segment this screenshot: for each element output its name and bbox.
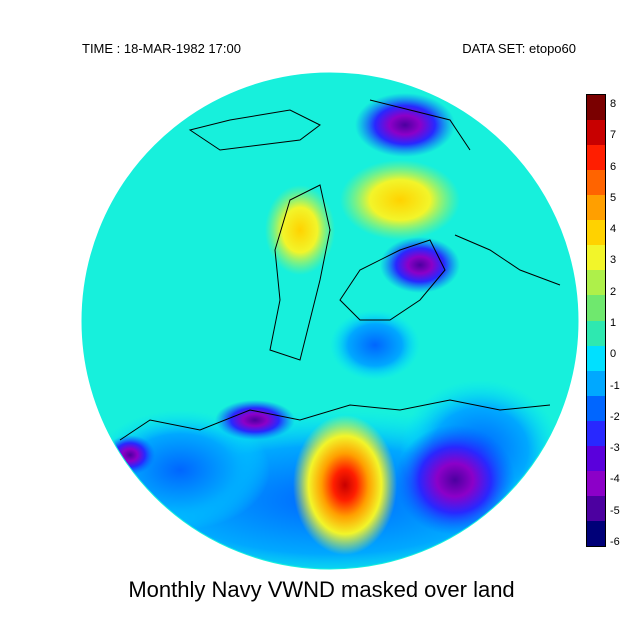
colorbar-tick-label: 1 <box>610 317 617 329</box>
colorbar-tick-label: -6 <box>610 536 620 548</box>
colorbar-band <box>587 470 605 497</box>
field-positive-pacific <box>293 415 397 555</box>
field-negative-greenland-sea <box>380 237 460 293</box>
map-border <box>81 72 579 570</box>
colorbar-band <box>587 170 605 196</box>
field-positive-atlantic <box>340 160 460 240</box>
colorbar-tick-label: -1 <box>610 379 620 392</box>
field-positive-europe <box>265 185 335 275</box>
colorbar-tick-label: 6 <box>610 160 617 173</box>
colorbar-band <box>587 520 605 547</box>
colorbar-tick-label: -2 <box>610 410 620 423</box>
field-negative-pacific-east <box>395 425 515 535</box>
colorbar-band <box>587 345 605 372</box>
colorbar-tick-label: 5 <box>610 191 617 204</box>
colorbar-tick-label: 0 <box>610 348 617 361</box>
coastline <box>119 99 561 441</box>
time-label: TIME : 18-MAR-1982 17:00 <box>82 41 241 56</box>
field-blue-center <box>330 310 420 380</box>
colorbar-band <box>587 445 605 472</box>
colorbar-band <box>587 370 605 397</box>
colorbar-band <box>587 295 605 321</box>
colorbar-tick-label: 2 <box>610 285 617 298</box>
colorbar-tick-label: -5 <box>610 504 620 517</box>
colorbar-band <box>587 420 605 447</box>
colorbar-tick-label: -4 <box>610 473 620 486</box>
colorbar-band <box>587 220 605 246</box>
colorbar-tick-label: 7 <box>610 129 617 142</box>
colorbar <box>586 94 606 547</box>
colorbar-band <box>587 95 605 121</box>
colorbar-band <box>587 245 605 271</box>
colorbar-band <box>587 195 605 221</box>
colorbar-tick-label: -3 <box>610 442 620 455</box>
dataset-label: DATA SET: etopo60 <box>462 41 576 56</box>
colorbar-tick-label: 4 <box>610 223 617 236</box>
colorbar-band <box>587 495 605 522</box>
chart-title: Monthly Navy VWND masked over land <box>128 577 515 602</box>
field-negative-north <box>355 93 455 157</box>
colorbar-band <box>587 270 605 296</box>
colorbar-tick-label: 8 <box>610 98 617 110</box>
colorbar-tick-label: 3 <box>610 254 617 267</box>
field-negative-southwest <box>215 400 295 440</box>
colorbar-band <box>587 120 605 146</box>
colorbar-band <box>587 145 605 171</box>
colorbar-band <box>587 395 605 422</box>
colorbar-band <box>587 320 605 347</box>
